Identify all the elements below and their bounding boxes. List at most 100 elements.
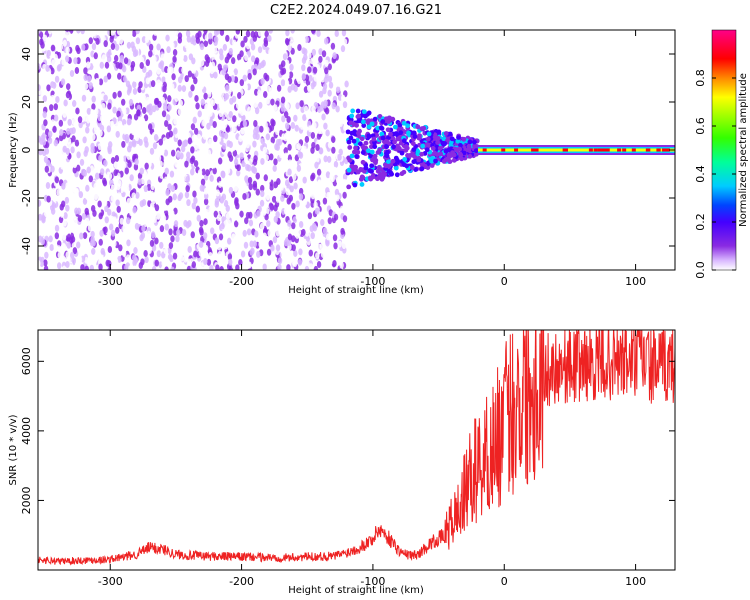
- spectrogram-cell: [152, 47, 157, 55]
- spectrogram-cell: [410, 141, 416, 146]
- spectrogram-cell: [386, 119, 392, 125]
- spectrogram-cell: [449, 136, 455, 142]
- spectrogram-cell: [102, 199, 108, 207]
- spectrogram-cell: [52, 125, 57, 133]
- spectrogram-cell: [318, 55, 323, 63]
- spectrogram-cell: [139, 187, 145, 195]
- spectrogram-cell: [426, 131, 432, 137]
- spectrogram-cell: [393, 165, 399, 171]
- spectrogram-cell: [203, 198, 209, 206]
- spectrogram-cell: [140, 258, 145, 266]
- spectrogram-cell: [295, 131, 300, 139]
- spectrogram-cell: [467, 153, 473, 159]
- spectrogram-cell: [310, 131, 316, 139]
- spectrogram-cell: [397, 213, 402, 220]
- spectrogram-cell: [409, 262, 414, 269]
- spectrogram-cell: [124, 133, 129, 141]
- spectrogram-cell: [84, 89, 89, 97]
- spectrogram-cell: [210, 227, 215, 235]
- spectrogram-cell: [219, 196, 225, 204]
- spectrogram-cell: [227, 151, 232, 159]
- spectrogram-cell: [333, 242, 338, 250]
- spectrogram-cell: [185, 185, 190, 193]
- spectrogram-cell: [322, 227, 328, 235]
- carrier-peak: [531, 148, 536, 152]
- spectrogram-cell: [132, 30, 137, 37]
- spectrogram-cell: [302, 145, 307, 153]
- spectrogram-cell: [333, 160, 339, 168]
- spectrogram-cell: [197, 172, 202, 180]
- spectrogram-cell: [83, 114, 88, 122]
- spectrogram-cell: [107, 172, 113, 180]
- spectrogram-cell: [87, 249, 92, 257]
- spectrogram-cell: [61, 243, 67, 251]
- spectrogram-cell: [54, 75, 60, 83]
- spectrogram-cell: [133, 74, 138, 82]
- spectrogram-cell: [71, 182, 77, 190]
- carrier-peak: [605, 148, 610, 152]
- spectrogram-cell: [201, 210, 206, 218]
- spectrogram-cell: [395, 159, 401, 164]
- spectrogram-cell: [204, 54, 210, 62]
- spectrogram-cell: [128, 98, 134, 106]
- spectrogram-cell: [50, 165, 55, 173]
- spectrogram-cell: [360, 145, 366, 150]
- spectrogram-cell: [451, 152, 457, 158]
- spectrogram-cell: [159, 60, 165, 68]
- spectrogram-cell: [418, 256, 423, 263]
- spectrogram-cell: [281, 67, 287, 75]
- spectrogram-cell: [163, 160, 168, 168]
- spectrogram-cell: [106, 55, 112, 63]
- spectrogram-cell: [116, 30, 122, 36]
- spectrogram-cell: [423, 35, 428, 42]
- spectrogram-cell: [310, 57, 315, 65]
- spectrogram-cell: [284, 248, 290, 256]
- spectrogram-cell: [422, 163, 428, 169]
- snr-x-tick-label: -100: [360, 575, 385, 588]
- spectrogram-cell: [317, 224, 322, 232]
- spectrogram-cell: [166, 142, 172, 150]
- spectrogram-cell: [242, 74, 247, 82]
- spectrogram-cell: [127, 232, 132, 240]
- spectrogram-cell: [398, 61, 403, 68]
- spectrogram-cell: [186, 151, 191, 159]
- spectrogram-cell: [103, 240, 109, 248]
- spectrogram-cell: [183, 219, 188, 227]
- spectrogram-cell: [195, 102, 200, 110]
- spectrogram-cell: [39, 206, 44, 214]
- spectrogram-cell: [176, 151, 181, 159]
- spectrogram-cell: [237, 227, 242, 235]
- spectrogram-cell: [327, 75, 333, 83]
- carrier-peak: [501, 148, 506, 152]
- spectrogram-cell: [412, 87, 417, 94]
- colorbar-tick-label: 0.2: [694, 213, 707, 231]
- spectrogram-cell: [42, 111, 47, 119]
- spectrogram-cell: [157, 183, 162, 191]
- spectrogram-cell: [54, 176, 60, 184]
- spectrogram-cell: [341, 30, 347, 37]
- spectrogram-cell: [203, 218, 208, 226]
- spectrogram-cell: [318, 147, 324, 155]
- spectrogram-cell: [380, 172, 386, 178]
- spectrogram-cell: [378, 125, 384, 131]
- spectrogram-cell: [252, 180, 258, 188]
- spectrogram-cell: [126, 41, 132, 49]
- spectrogram-cell: [173, 127, 178, 135]
- carrier-peak: [631, 148, 636, 152]
- spectrogram-cell: [154, 259, 159, 267]
- spectrogram-cell: [220, 170, 226, 178]
- colorbar-tick-label: 0.0: [694, 261, 707, 279]
- spectrogram-cell: [255, 172, 260, 180]
- spectrogram-cell: [193, 77, 198, 85]
- spectrogram-cell: [295, 200, 300, 208]
- spectrogram-cell: [179, 152, 184, 160]
- spectrogram-cell: [337, 240, 342, 248]
- spectrogram-cell: [236, 215, 242, 223]
- spectrogram-cell: [151, 265, 157, 270]
- spectrogram-cell: [324, 37, 329, 45]
- spectrogram-cell: [190, 37, 195, 45]
- spectrogram-cell: [301, 72, 307, 80]
- spectrogram-cell: [42, 95, 48, 103]
- spectrogram-cell: [113, 161, 119, 169]
- spectrogram-cell: [197, 110, 202, 118]
